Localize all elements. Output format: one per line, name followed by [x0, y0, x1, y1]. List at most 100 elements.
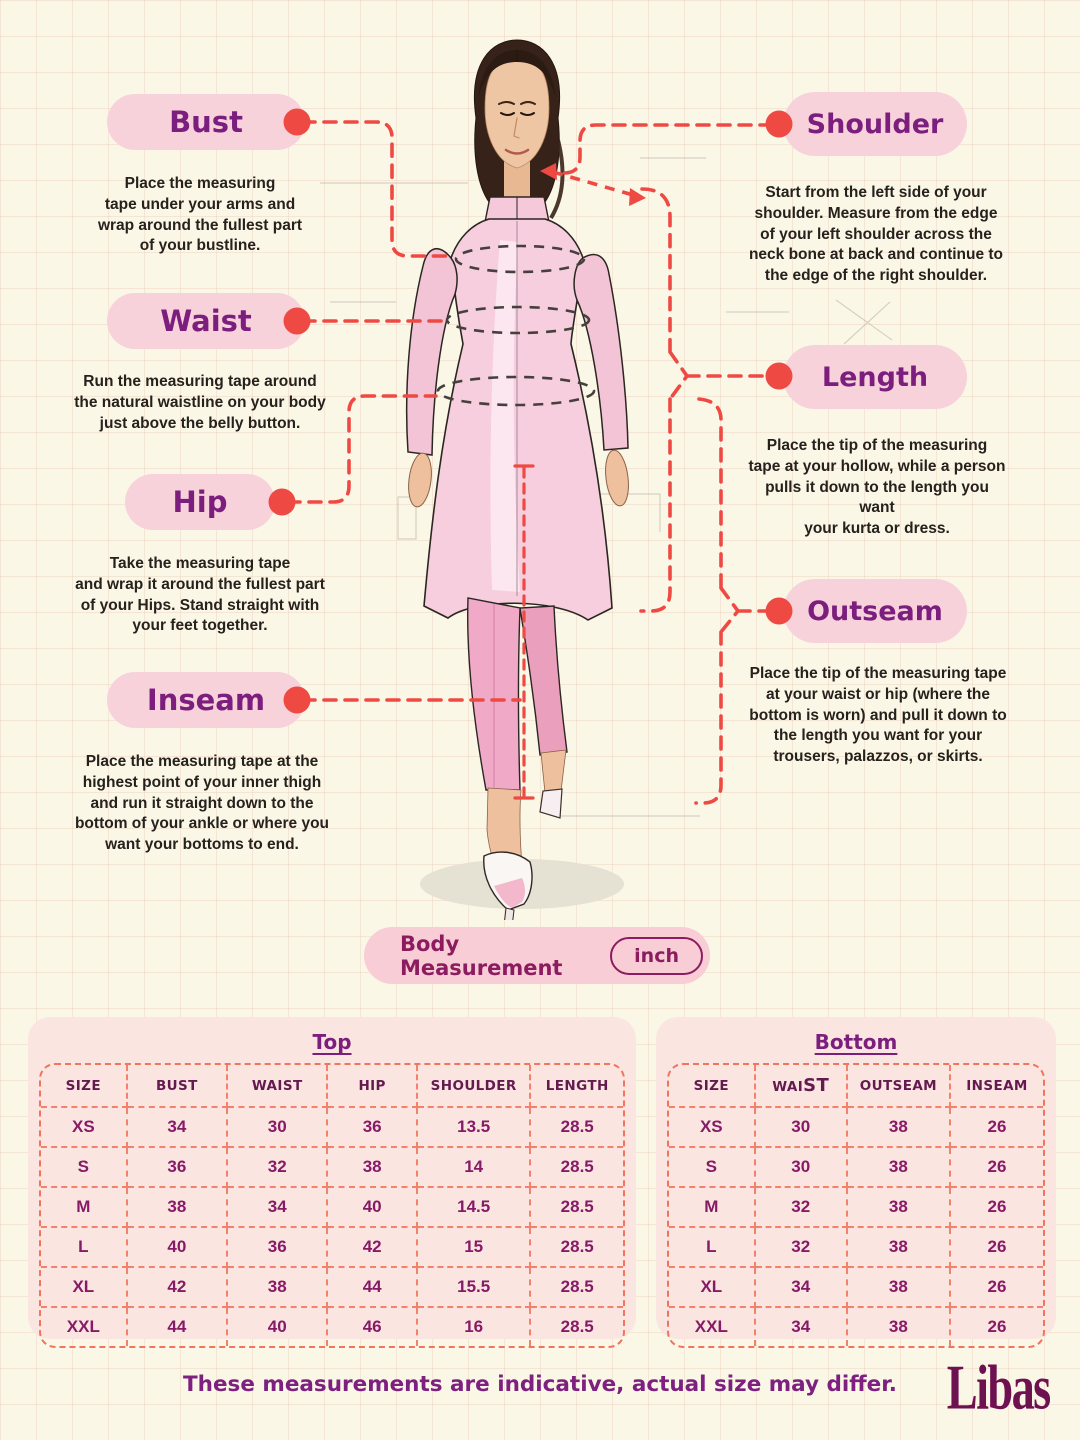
table-cell: 36	[227, 1227, 329, 1268]
right-hand	[605, 449, 629, 507]
length-description: Place the tip of the measuring tape at y…	[748, 437, 1006, 538]
back-trouser-leg	[519, 605, 568, 756]
table-cell: 28.5	[530, 1147, 623, 1188]
table-cell: 44	[327, 1267, 418, 1308]
floor-shadow	[420, 859, 624, 909]
measurement-ellipses	[436, 244, 596, 407]
table-cell: 13.5	[416, 1107, 532, 1148]
column-header: SHOULDER	[416, 1065, 532, 1108]
fashion-model	[405, 39, 629, 920]
waist-description: Run the measuring tape around the natura…	[74, 373, 326, 432]
table-cell: 38	[846, 1187, 951, 1228]
table-cell: XXL	[41, 1307, 128, 1346]
neck	[504, 150, 530, 210]
table-cell: 30	[754, 1107, 848, 1148]
table-cell: L	[669, 1227, 756, 1268]
column-header: SIZE	[41, 1065, 128, 1108]
table-cell: 34	[126, 1107, 229, 1148]
collar	[484, 196, 550, 223]
heel-shoe	[483, 851, 533, 911]
table-cell: 38	[846, 1267, 951, 1308]
top-size-card: Top SIZE BUST WAIST HIP SHOULDER LENGTH XS 34 30…	[28, 1017, 636, 1348]
table-cell: 26	[949, 1227, 1043, 1268]
table-cell: 38	[846, 1147, 951, 1188]
table-cell: XXL	[669, 1307, 756, 1346]
hair-front	[478, 50, 556, 98]
table-cell: 38	[126, 1187, 229, 1228]
table-cell: 28.5	[560, 1317, 594, 1336]
shoulder-arrow	[540, 163, 646, 206]
table-cell: 28.5	[530, 1107, 623, 1148]
table-cell: M	[669, 1187, 756, 1228]
table-cell: 26	[949, 1187, 1043, 1228]
table-cell: 14.5	[416, 1187, 532, 1228]
bottom-table-title: Bottom	[814, 1030, 898, 1054]
table-cell: 32	[754, 1187, 848, 1228]
table-row: XXL 34 38 26	[669, 1307, 1043, 1346]
table-cell: 44	[126, 1307, 229, 1346]
table-cell: S	[669, 1147, 756, 1188]
table-cell: 26	[949, 1107, 1043, 1148]
shoulder-label-pill: Shoulder	[783, 92, 967, 156]
column-header: OUTSEAM	[846, 1065, 951, 1108]
body-measurement-label: Body Measurement	[400, 931, 563, 980]
table-cell: 28.5	[530, 1227, 623, 1268]
body-measurement-bar: Body Measurement inch	[364, 927, 710, 984]
unit-toggle-inch[interactable]: inch	[610, 936, 703, 975]
table-cell: 38	[327, 1147, 418, 1188]
table-cell: 15	[416, 1227, 532, 1268]
hair	[474, 39, 560, 203]
header-row: SIZE WAIST OUTSEAM INSEAM	[669, 1065, 1043, 1108]
table-cell: 34	[754, 1267, 848, 1308]
table-row: XXL 44 40 46 16 28.5	[41, 1307, 623, 1346]
column-header: WAIST	[227, 1065, 329, 1108]
table-cell: 30	[227, 1107, 329, 1148]
column-header: BUST	[126, 1065, 229, 1108]
outseam-label-pill: Outseam	[783, 579, 967, 643]
table-cell: 28.5	[530, 1267, 623, 1308]
table-row: L 40 36 42 15 28.5	[41, 1227, 623, 1268]
ankle	[486, 787, 525, 885]
hip-label-pill: Hip	[125, 474, 275, 530]
table-cell: 36	[126, 1147, 229, 1188]
disclaimer-note: These measurements are indicative, actua…	[183, 1372, 897, 1397]
table-cell: M	[41, 1187, 128, 1228]
column-header: INSEAM	[949, 1065, 1043, 1108]
column-header: HIP	[327, 1065, 418, 1108]
kurta	[423, 218, 613, 621]
connector-lines	[286, 120, 774, 805]
table-cell: 42	[327, 1227, 418, 1268]
bottom-size-table: SIZE WAIST OUTSEAM INSEAM XS 30 38 26 S 30 38 26 M 32…	[667, 1063, 1045, 1348]
bust-label-pill: Bust	[107, 94, 305, 150]
table-row: L 32 38 26	[669, 1227, 1043, 1268]
table-cell: 26	[949, 1267, 1043, 1308]
table-row: M 38 34 40 14.5 28.5	[41, 1187, 623, 1228]
table-cell: L	[41, 1227, 128, 1268]
table-cell: XS	[669, 1107, 756, 1148]
table-cell: 30	[754, 1147, 848, 1188]
waist-label-pill: Waist	[107, 293, 305, 349]
table-cell: S	[41, 1147, 128, 1188]
table-cell: 28.5	[530, 1187, 623, 1228]
bottom-size-card: Bottom SIZE WAIST OUTSEAM INSEAM XS 30 38 26 S 30…	[656, 1017, 1056, 1348]
table-cell: 26	[949, 1147, 1043, 1188]
table-row: M 32 38 26	[669, 1187, 1043, 1228]
table-cell: 38	[227, 1267, 329, 1308]
table-cell: 38	[846, 1307, 951, 1346]
table-cell: 34	[227, 1187, 329, 1228]
table-row: S 36 32 38 14 28.5	[41, 1147, 623, 1188]
bust-description: Place the measuring tape under your arms…	[97, 175, 303, 255]
column-header: SIZE	[669, 1065, 756, 1108]
column-header: LENGTH	[530, 1065, 623, 1108]
left-hand	[408, 452, 432, 508]
inseam-label-pill: Inseam	[107, 672, 305, 728]
table-cell: 16	[416, 1307, 532, 1346]
front-trouser-leg	[467, 597, 521, 791]
shoulder-description: Start from the left side of your shoulde…	[748, 184, 1004, 285]
table-cell: 42	[126, 1267, 229, 1308]
length-label-pill: Length	[783, 345, 967, 409]
table-cell: 46	[327, 1307, 418, 1346]
bust-ellipse	[454, 244, 586, 274]
brand-logo: Libas	[947, 1351, 1052, 1423]
table-row: XL 34 38 26	[669, 1267, 1043, 1308]
